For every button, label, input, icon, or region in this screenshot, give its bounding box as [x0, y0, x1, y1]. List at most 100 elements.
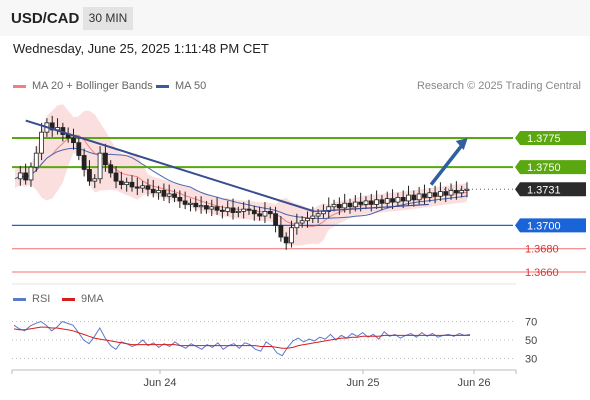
candle-body	[156, 190, 161, 194]
candle-body	[214, 206, 220, 211]
candle-body	[241, 208, 247, 212]
candle-body	[182, 200, 188, 205]
candle-body	[103, 152, 108, 166]
candle-body	[267, 211, 273, 215]
candle-body	[193, 202, 199, 208]
candle-body	[273, 213, 278, 226]
candle-body	[17, 172, 23, 180]
candle-body	[76, 142, 82, 156]
candle-body	[113, 172, 119, 182]
candle-body	[390, 198, 395, 203]
candle-body	[204, 205, 209, 210]
candle-body	[145, 185, 151, 190]
candle-body	[177, 197, 183, 202]
candle-body	[262, 211, 268, 217]
candle-body	[453, 190, 459, 194]
candle-body	[219, 209, 225, 212]
candle-body	[289, 227, 294, 244]
candle-body	[395, 197, 401, 203]
legend-9ma: 9MA	[62, 293, 104, 305]
candle-body	[28, 166, 34, 181]
candle-body	[118, 180, 124, 186]
candle-body	[87, 169, 92, 182]
candle-body	[172, 193, 177, 198]
candle-body	[246, 208, 252, 211]
candle-body	[315, 213, 321, 217]
candle-body	[33, 152, 39, 168]
legend-ma50: MA 50	[156, 80, 206, 92]
support-label-5: 1.3660	[525, 267, 559, 279]
candle-body	[438, 191, 443, 197]
rsi-tick-70: 70	[525, 317, 537, 329]
candle-body	[198, 205, 204, 208]
candle-body	[140, 185, 146, 189]
candle-body	[71, 137, 76, 144]
support-label-4: 1.3680	[525, 244, 559, 256]
candle-body	[352, 201, 358, 208]
legend-swatch-rsi	[13, 297, 26, 301]
x-tick-label: Jun 26	[457, 377, 490, 389]
timeframe-badge[interactable]: 30 MIN	[83, 7, 133, 30]
credit-text: Research © 2025 Trading Central	[416, 80, 581, 92]
pivot-label-3: 1.3700	[527, 220, 561, 232]
x-tick-label: Jun 24	[143, 377, 176, 389]
candle-body	[283, 236, 289, 244]
legend-swatch-ma20	[13, 84, 26, 88]
trendline-0	[25, 119, 315, 213]
candle-body	[432, 192, 438, 197]
trendline-1	[314, 203, 429, 213]
candle-body	[294, 222, 300, 229]
resistance-label-0: 1.3775	[527, 133, 561, 145]
candle-body	[278, 224, 284, 238]
candle-body	[97, 152, 103, 180]
candle-body	[124, 181, 130, 186]
candle-body	[299, 220, 305, 224]
candle-body	[374, 199, 380, 205]
resistance-tag-1	[515, 160, 586, 175]
legend-label-ma20: MA 20 + Bollinger Bands	[32, 80, 153, 92]
x-tick-label: Jun 25	[346, 377, 379, 389]
candle-body	[81, 155, 87, 170]
candle-body	[384, 198, 390, 204]
rsi-tick-50: 50	[525, 335, 537, 347]
candle-body	[321, 211, 326, 215]
forecast-arrow	[429, 141, 466, 186]
candle-body	[427, 192, 433, 198]
forecast-arrowhead	[455, 138, 468, 150]
candle-body	[209, 206, 215, 210]
candle-body	[108, 164, 114, 174]
legend-rsi: RSI	[13, 293, 50, 305]
candle-body	[347, 202, 353, 208]
candle-body	[150, 188, 156, 194]
resistance-label-1: 1.3750	[527, 162, 561, 174]
last-price-tag	[515, 182, 586, 197]
chart-header: USD/CAD 30 MIN	[0, 0, 590, 36]
candle-body	[326, 206, 332, 212]
candle-body	[39, 131, 44, 154]
candle-body	[225, 207, 231, 212]
candle-body	[422, 193, 427, 198]
candle-body	[342, 202, 348, 209]
candle-body	[23, 172, 29, 181]
rsi-ma-line	[13, 326, 470, 349]
candle-body	[166, 193, 172, 197]
candle-body	[331, 204, 337, 208]
candle-body	[416, 193, 422, 201]
candle-body	[406, 194, 411, 202]
candle-body	[257, 213, 263, 217]
legend-swatch-9ma	[62, 297, 75, 301]
candle-body	[363, 200, 369, 205]
legend-label-9ma: 9MA	[81, 293, 104, 305]
resistance-tag-0	[515, 131, 586, 145]
candle-body	[459, 190, 465, 194]
legend-ma20: MA 20 + Bollinger Bands	[13, 80, 153, 92]
rsi-tick-30: 30	[525, 354, 537, 366]
legend-label-rsi: RSI	[32, 293, 51, 305]
candle-body	[305, 217, 310, 222]
bollinger-band	[15, 104, 467, 246]
candle-body	[379, 199, 385, 204]
legend-label-ma50: MA 50	[175, 80, 207, 92]
candle-body	[400, 197, 406, 202]
candle-body	[134, 186, 140, 189]
